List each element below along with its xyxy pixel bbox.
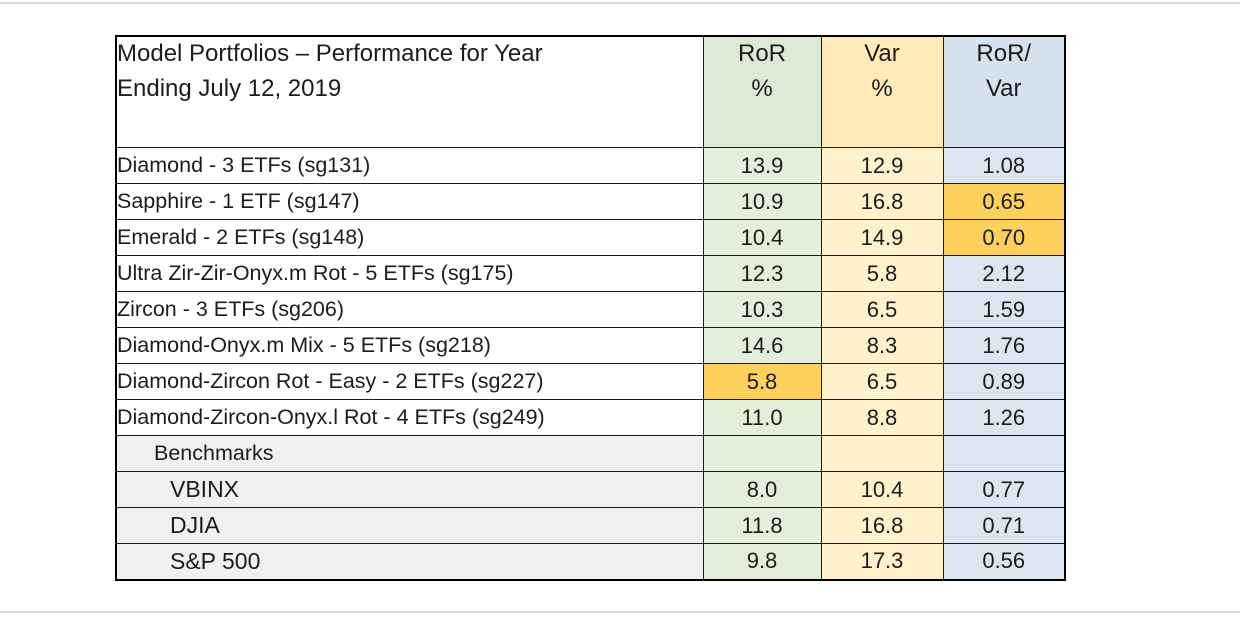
ror-value: 12.3 <box>702 255 822 292</box>
ror-var-value <box>942 435 1066 472</box>
var-value <box>820 435 944 472</box>
row-label: Diamond-Onyx.m Mix - 5 ETFs (sg218) <box>115 327 704 364</box>
ror-var-value: 0.89 <box>942 363 1066 400</box>
var-value: 5.8 <box>820 255 944 292</box>
row-label: S&P 500 <box>115 543 704 580</box>
var-value: 6.5 <box>820 363 944 400</box>
var-value: 10.4 <box>820 471 944 508</box>
column-header-ror-var-line2: Var <box>985 74 1022 102</box>
table-row: Diamond - 3 ETFs (sg131) 13.9 12.9 1.08 <box>115 147 1066 184</box>
ror-var-value: 2.12 <box>942 255 1066 292</box>
table-row: Emerald - 2 ETFs (sg148) 10.4 14.9 0.70 <box>115 219 1066 256</box>
row-label: Emerald - 2 ETFs (sg148) <box>115 219 704 256</box>
benchmarks-section-row: Benchmarks <box>115 435 1066 472</box>
row-label: DJIA <box>115 507 704 544</box>
table-title-line2: Ending July 12, 2019 <box>117 74 342 102</box>
ror-value: 11.8 <box>702 507 822 544</box>
var-value: 17.3 <box>820 543 944 580</box>
column-header-var-unit: % <box>871 74 893 102</box>
ror-var-value: 1.76 <box>942 327 1066 364</box>
column-header-ror-var-line1: RoR/ <box>976 40 1032 67</box>
row-label: Zircon - 3 ETFs (sg206) <box>115 291 704 328</box>
var-value: 16.8 <box>820 183 944 220</box>
performance-table: Model Portfolios – Performance for Year … <box>115 35 1066 581</box>
ror-var-value: 0.71 <box>942 507 1066 544</box>
row-label: Diamond-Zircon-Onyx.l Rot - 4 ETFs (sg24… <box>115 399 704 436</box>
var-value: 16.8 <box>820 507 944 544</box>
var-value: 8.8 <box>820 399 944 436</box>
table-row: Zircon - 3 ETFs (sg206) 10.3 6.5 1.59 <box>115 291 1066 328</box>
ror-value: 8.0 <box>702 471 822 508</box>
ror-var-value: 1.26 <box>942 399 1066 436</box>
table-title: Model Portfolios – Performance for Year … <box>115 35 704 148</box>
table-row: DJIA 11.8 16.8 0.71 <box>115 507 1066 544</box>
table-title-line1: Model Portfolios – Performance for Year <box>117 40 543 67</box>
column-header-ror: RoR % <box>702 35 822 148</box>
var-value: 12.9 <box>820 147 944 184</box>
row-label: Benchmarks <box>115 435 704 472</box>
var-value: 14.9 <box>820 219 944 256</box>
column-header-ror-var: RoR/ Var <box>942 35 1066 148</box>
var-value: 6.5 <box>820 291 944 328</box>
ror-var-value: 1.08 <box>942 147 1066 184</box>
ror-value: 10.9 <box>702 183 822 220</box>
table-row: VBINX 8.0 10.4 0.77 <box>115 471 1066 508</box>
ror-var-value: 0.70 <box>942 219 1066 256</box>
ror-value: 13.9 <box>702 147 822 184</box>
ror-value: 5.8 <box>702 363 822 400</box>
page-bottom-divider <box>0 611 1240 613</box>
ror-var-value: 0.65 <box>942 183 1066 220</box>
ror-value: 11.0 <box>702 399 822 436</box>
row-label: VBINX <box>115 471 704 508</box>
row-label: Diamond - 3 ETFs (sg131) <box>115 147 704 184</box>
ror-var-value: 0.56 <box>942 543 1066 580</box>
header-row: Model Portfolios – Performance for Year … <box>115 35 1066 148</box>
ror-value: 9.8 <box>702 543 822 580</box>
ror-value: 14.6 <box>702 327 822 364</box>
ror-value: 10.3 <box>702 291 822 328</box>
table-row: S&P 500 9.8 17.3 0.56 <box>115 543 1066 580</box>
table-body: Diamond - 3 ETFs (sg131) 13.9 12.9 1.08 Sapp… <box>115 147 1066 580</box>
column-header-ror-label: RoR <box>737 40 786 67</box>
table-row: Diamond-Zircon Rot - Easy - 2 ETFs (sg22… <box>115 363 1066 400</box>
table-row: Sapphire - 1 ETF (sg147) 10.9 16.8 0.65 <box>115 183 1066 220</box>
row-label: Ultra Zir-Zir-Onyx.m Rot - 5 ETFs (sg175… <box>115 255 704 292</box>
table-row: Diamond-Onyx.m Mix - 5 ETFs (sg218) 14.6 8… <box>115 327 1066 364</box>
column-header-ror-unit: % <box>751 74 773 102</box>
ror-var-value: 0.77 <box>942 471 1066 508</box>
ror-value <box>702 435 822 472</box>
column-header-var-label: Var <box>864 40 900 67</box>
column-header-var: Var % <box>820 35 944 148</box>
table-row: Diamond-Zircon-Onyx.l Rot - 4 ETFs (sg24… <box>115 399 1066 436</box>
ror-var-value: 1.59 <box>942 291 1066 328</box>
table-row: Ultra Zir-Zir-Onyx.m Rot - 5 ETFs (sg175… <box>115 255 1066 292</box>
var-value: 8.3 <box>820 327 944 364</box>
page-top-divider <box>0 2 1240 4</box>
row-label: Diamond-Zircon Rot - Easy - 2 ETFs (sg22… <box>115 363 704 400</box>
ror-value: 10.4 <box>702 219 822 256</box>
row-label: Sapphire - 1 ETF (sg147) <box>115 183 704 220</box>
